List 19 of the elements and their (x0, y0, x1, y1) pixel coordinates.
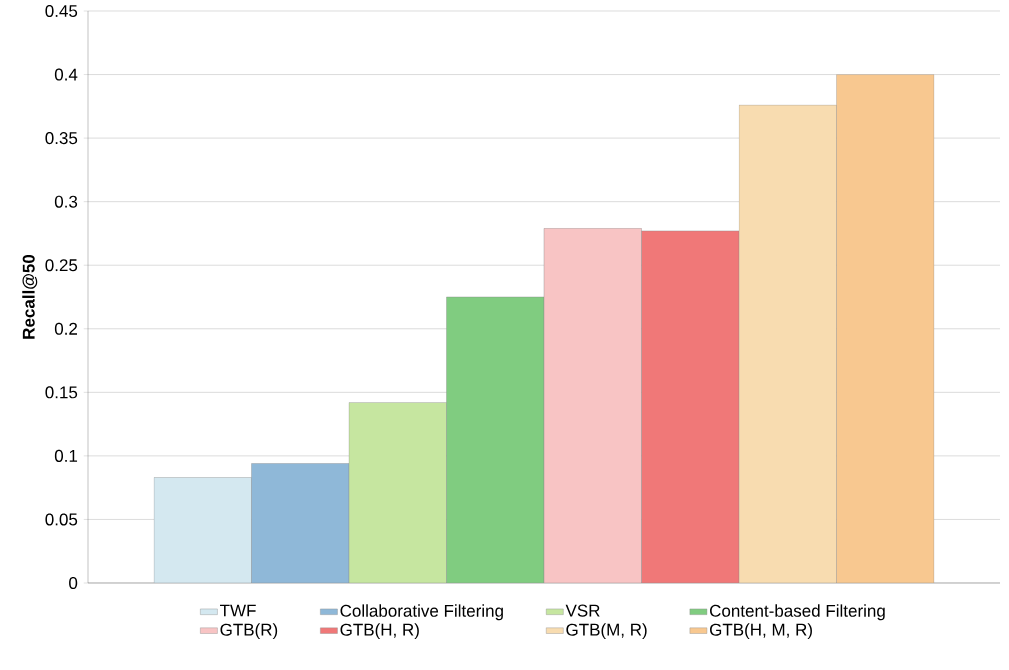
y-tick-label: 0.35 (45, 132, 78, 145)
y-axis-title: Recall@50 (22, 254, 38, 339)
y-tick-label: 0 (69, 576, 78, 590)
y-tick-label: 0.15 (45, 386, 78, 399)
y-tick-label: 0.45 (45, 4, 78, 18)
legend-label: VSR (565, 604, 600, 617)
y-tick-label: 0.3 (54, 195, 78, 208)
y-tick-label: 0.1 (54, 449, 78, 462)
y-tick-label: 0.4 (54, 68, 78, 81)
legend-label: GTB(R) (220, 623, 278, 640)
legend-label: Content-based Filtering (710, 604, 885, 621)
legend-label: TWF (220, 604, 256, 617)
y-tick-label: 0.25 (45, 259, 78, 272)
y-tick-label: 0.05 (45, 513, 78, 526)
legend-label: GTB(M, R) (566, 623, 647, 640)
legend-label: GTB(H, M, R) (710, 623, 812, 640)
y-tick-label: 0.2 (54, 322, 78, 335)
legend-label: GTB(H, R) (340, 623, 419, 640)
legend-label: Collaborative Filtering (340, 604, 503, 621)
